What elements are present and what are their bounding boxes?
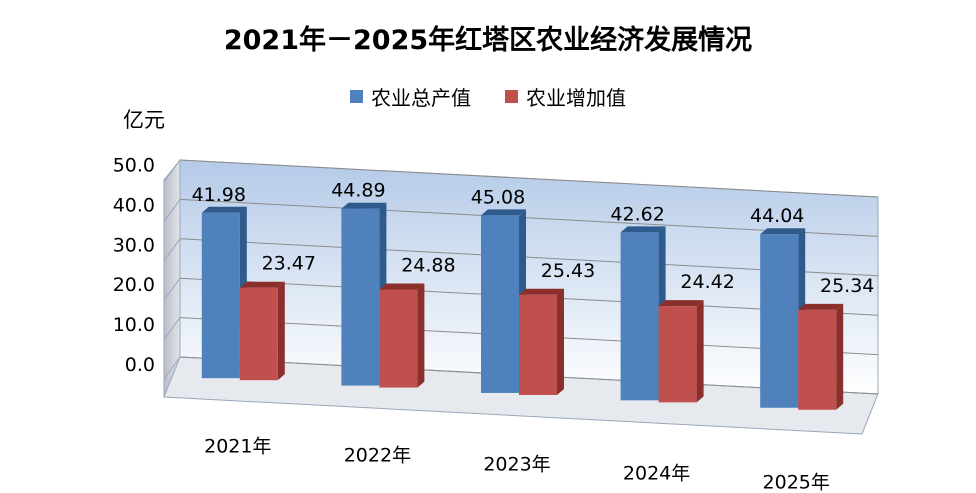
bar-top	[341, 202, 387, 209]
bar	[379, 283, 425, 388]
data-label: 45.08	[471, 186, 525, 208]
y-tick-label: 30.0	[113, 234, 155, 256]
y-gridline	[179, 159, 879, 198]
bar	[239, 281, 285, 381]
y-tick-label: 40.0	[113, 194, 155, 216]
bar-front	[379, 289, 418, 388]
legend-label-series-2: 农业增加值	[526, 86, 626, 110]
legend-item-series-2[interactable]: 农业增加值	[505, 82, 626, 111]
bar-front	[481, 215, 519, 393]
y-gridline-side	[163, 238, 181, 262]
bar-front	[760, 234, 799, 408]
bar-side	[836, 303, 844, 410]
y-gridline-side	[163, 159, 181, 183]
bar-top	[519, 288, 564, 295]
bar	[519, 288, 564, 395]
bar-side	[277, 281, 285, 381]
y-gridline-side	[163, 277, 181, 301]
data-label: 44.89	[331, 180, 385, 202]
bar-side	[557, 288, 564, 395]
x-tick-label: 2024年	[623, 462, 690, 484]
bar-front	[519, 294, 557, 395]
y-tick-label: 0.0	[125, 354, 155, 376]
x-tick-label: 2025年	[763, 471, 830, 493]
y-gridline-side	[163, 356, 181, 380]
data-label: 44.04	[750, 205, 804, 227]
bar-side	[696, 300, 704, 403]
x-tick-label: 2023年	[483, 453, 550, 475]
legend-swatch-series-2	[505, 90, 518, 103]
data-label: 24.42	[680, 271, 734, 293]
data-label: 24.88	[401, 255, 455, 277]
bar-top	[481, 209, 526, 216]
bar	[798, 303, 844, 410]
bar-top	[201, 206, 247, 213]
bar-front	[341, 208, 380, 386]
x-tick-label: 2021年	[204, 436, 271, 458]
data-label: 42.62	[610, 203, 664, 225]
bar-top	[379, 283, 425, 290]
bar-top	[760, 228, 806, 235]
bar-top	[239, 281, 285, 288]
data-label: 23.47	[262, 253, 316, 275]
bar-side	[417, 283, 425, 388]
y-tick-label: 50.0	[113, 155, 155, 177]
chart-title: 2021年－2025年红塔区农业经济发展情况	[223, 25, 753, 56]
y-tick-label: 10.0	[113, 314, 155, 336]
y-axis-unit-label: 亿元	[123, 108, 165, 132]
chart-legend: 农业总产值 农业增加值	[0, 82, 976, 111]
y-gridline	[179, 198, 879, 237]
legend-item-series-1[interactable]: 农业总产值	[350, 82, 471, 111]
legend-label-series-1: 农业总产值	[371, 86, 471, 110]
bar	[658, 300, 704, 403]
bar-front	[239, 287, 278, 381]
bar-front	[620, 232, 659, 401]
bar-top	[620, 226, 666, 233]
data-label: 25.43	[541, 260, 595, 282]
bar-top	[658, 300, 704, 307]
y-tick-label: 20.0	[113, 274, 155, 296]
bar-front	[798, 309, 837, 410]
bar-front	[201, 212, 240, 379]
bar-top	[798, 303, 844, 310]
data-label: 25.34	[820, 275, 874, 297]
y-gridline-side	[163, 317, 181, 340]
chart-side-wall	[163, 158, 181, 398]
x-tick-label: 2022年	[344, 445, 411, 467]
y-gridline-side	[163, 199, 181, 222]
data-label: 41.98	[192, 184, 246, 206]
legend-swatch-series-1	[350, 90, 363, 103]
bar	[341, 202, 387, 386]
bar-front	[658, 306, 697, 403]
